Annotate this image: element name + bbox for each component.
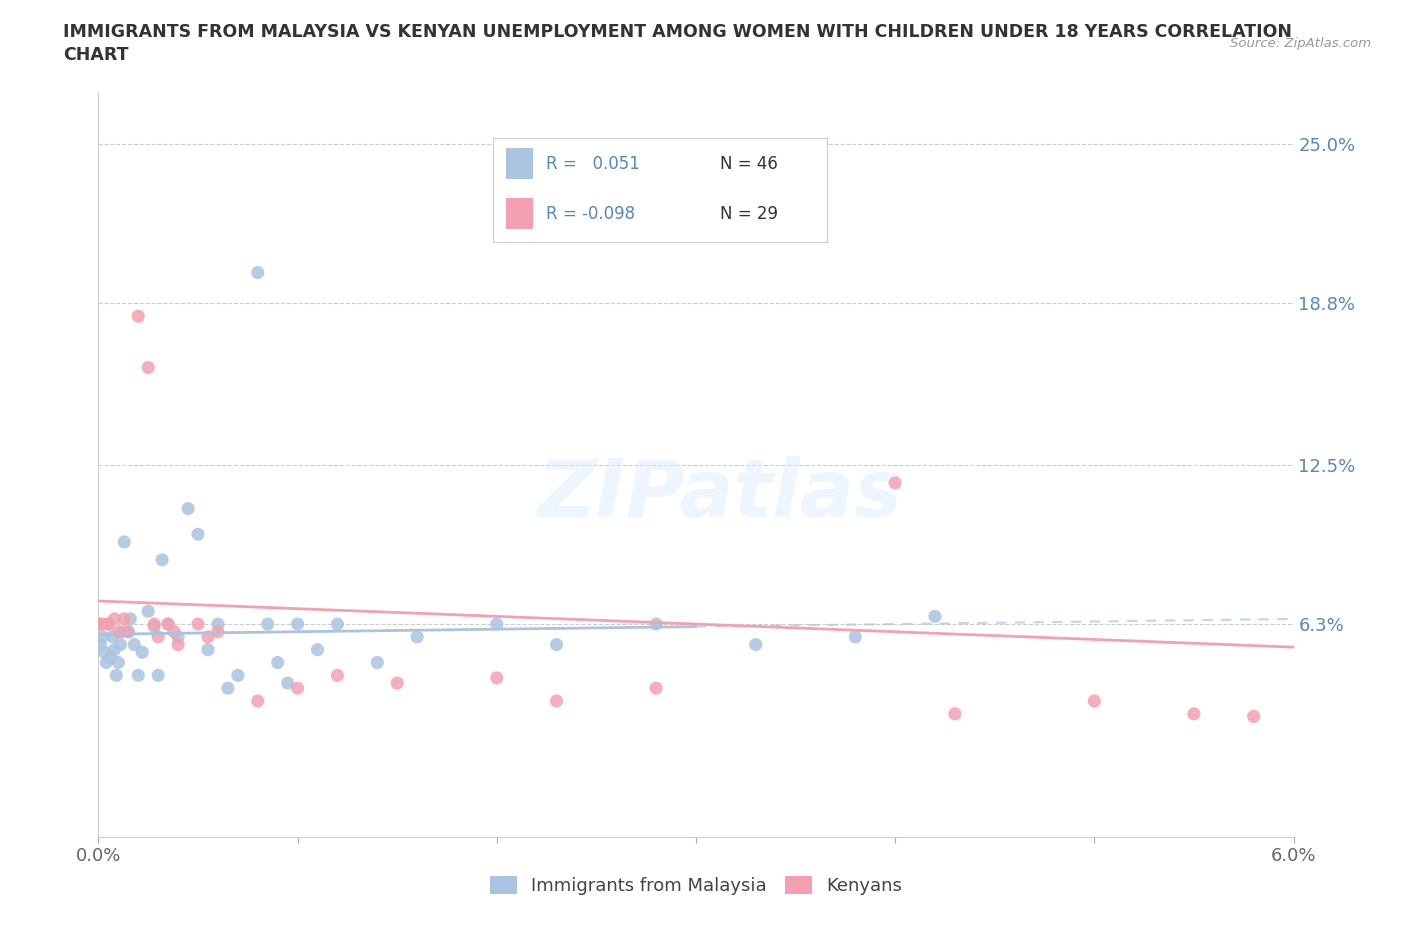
Point: [105, 668, 128, 683]
Point: [89, 637, 111, 652]
Point: [87, 617, 110, 631]
Point: [277, 675, 299, 690]
Point: [117, 624, 139, 639]
Point: [924, 609, 946, 624]
Y-axis label: Unemployment Among Women with Children Under 18 years: Unemployment Among Women with Children U…: [0, 232, 7, 698]
Point: [96, 655, 118, 670]
Point: [107, 624, 129, 639]
Point: [143, 617, 166, 631]
Point: [287, 617, 309, 631]
Point: [256, 617, 278, 631]
Point: [97, 617, 120, 631]
Point: [177, 501, 200, 516]
Point: [87, 617, 110, 631]
Point: [112, 535, 135, 550]
Point: [98, 650, 122, 665]
Point: [150, 552, 173, 567]
Point: [485, 617, 508, 631]
Point: [127, 309, 149, 324]
Point: [844, 630, 866, 644]
Point: [884, 475, 907, 490]
Point: [167, 630, 190, 644]
Point: [103, 612, 125, 627]
Point: [148, 668, 170, 683]
Point: [207, 617, 229, 631]
Point: [546, 637, 568, 652]
Point: [207, 624, 229, 639]
Point: [148, 630, 170, 644]
Point: [124, 637, 146, 652]
Point: [1182, 707, 1205, 722]
Point: [485, 671, 508, 685]
Point: [943, 707, 966, 722]
Point: [93, 644, 115, 659]
Point: [91, 617, 114, 631]
Point: [101, 630, 124, 644]
Point: [103, 643, 125, 658]
Text: ZIPatlas: ZIPatlas: [537, 456, 903, 534]
Text: CHART: CHART: [63, 46, 129, 64]
Point: [136, 604, 159, 618]
Legend: Immigrants from Malaysia, Kenyans: Immigrants from Malaysia, Kenyans: [482, 869, 910, 902]
Point: [546, 694, 568, 709]
Point: [745, 637, 768, 652]
Point: [246, 265, 269, 280]
Point: [1243, 709, 1265, 724]
Point: [645, 681, 668, 696]
Point: [197, 630, 219, 644]
Point: [107, 655, 129, 670]
Point: [217, 681, 239, 696]
Text: IMMIGRANTS FROM MALAYSIA VS KENYAN UNEMPLOYMENT AMONG WOMEN WITH CHILDREN UNDER : IMMIGRANTS FROM MALAYSIA VS KENYAN UNEMP…: [63, 23, 1292, 41]
Point: [187, 617, 209, 631]
Point: [366, 655, 388, 670]
Point: [287, 681, 309, 696]
Point: [97, 617, 120, 631]
Text: Source: ZipAtlas.com: Source: ZipAtlas.com: [1230, 37, 1371, 50]
Point: [385, 675, 409, 690]
Point: [117, 624, 139, 639]
Point: [187, 526, 209, 541]
Point: [157, 617, 180, 631]
Point: [127, 668, 149, 683]
Point: [1083, 694, 1105, 709]
Point: [163, 624, 186, 639]
Point: [111, 624, 134, 639]
Point: [326, 668, 349, 683]
Point: [267, 655, 290, 670]
Point: [167, 637, 190, 652]
Point: [120, 612, 142, 627]
Point: [197, 643, 219, 658]
Point: [110, 637, 132, 652]
Point: [226, 668, 249, 683]
Point: [406, 630, 429, 644]
Point: [307, 643, 329, 658]
Point: [645, 617, 668, 631]
Point: [91, 630, 114, 644]
Point: [326, 617, 349, 631]
Point: [246, 694, 269, 709]
Point: [131, 644, 153, 659]
Point: [136, 360, 159, 375]
Point: [157, 617, 180, 631]
Point: [112, 612, 135, 627]
Point: [143, 619, 166, 634]
